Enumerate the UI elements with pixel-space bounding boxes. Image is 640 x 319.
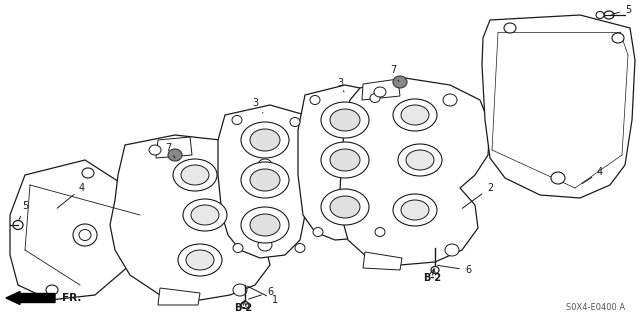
Ellipse shape [232, 115, 242, 124]
Polygon shape [218, 105, 315, 258]
Polygon shape [10, 160, 155, 300]
Ellipse shape [181, 165, 209, 185]
Ellipse shape [374, 87, 386, 97]
Text: 7: 7 [165, 143, 175, 158]
Polygon shape [340, 78, 490, 265]
Ellipse shape [186, 250, 214, 270]
Ellipse shape [82, 168, 94, 178]
Ellipse shape [504, 23, 516, 33]
Ellipse shape [149, 145, 161, 155]
Ellipse shape [321, 142, 369, 178]
Ellipse shape [250, 169, 280, 191]
Text: 2: 2 [462, 183, 493, 208]
Polygon shape [362, 79, 400, 100]
Text: 1: 1 [248, 286, 278, 305]
Ellipse shape [310, 95, 320, 105]
Ellipse shape [250, 214, 280, 236]
Ellipse shape [393, 76, 407, 88]
Text: 6: 6 [438, 265, 471, 275]
Ellipse shape [398, 144, 442, 176]
Ellipse shape [258, 239, 272, 251]
Polygon shape [298, 85, 392, 240]
Text: 7: 7 [390, 65, 399, 82]
Ellipse shape [551, 172, 565, 184]
Polygon shape [158, 288, 200, 305]
Ellipse shape [233, 284, 247, 296]
Text: 4: 4 [582, 167, 603, 183]
Ellipse shape [375, 227, 385, 236]
Polygon shape [363, 252, 402, 270]
Ellipse shape [596, 11, 604, 19]
FancyArrow shape [6, 292, 55, 305]
Text: 4: 4 [57, 183, 85, 208]
Ellipse shape [241, 301, 249, 308]
Ellipse shape [290, 117, 300, 127]
Text: 6: 6 [248, 287, 273, 299]
Text: B-2: B-2 [423, 273, 441, 283]
Ellipse shape [46, 285, 58, 295]
Ellipse shape [295, 243, 305, 253]
Text: 5: 5 [19, 201, 28, 219]
Ellipse shape [330, 149, 360, 171]
Text: FR.: FR. [62, 293, 82, 303]
Ellipse shape [370, 93, 380, 102]
Ellipse shape [168, 149, 182, 161]
Text: 3: 3 [337, 78, 344, 92]
Ellipse shape [241, 122, 289, 158]
Ellipse shape [233, 243, 243, 253]
Text: 3: 3 [252, 98, 263, 113]
Ellipse shape [178, 244, 222, 276]
Polygon shape [156, 137, 192, 158]
Text: B-2: B-2 [234, 303, 252, 313]
Ellipse shape [13, 220, 23, 229]
Ellipse shape [612, 33, 624, 43]
Ellipse shape [401, 105, 429, 125]
Ellipse shape [401, 200, 429, 220]
Ellipse shape [79, 229, 91, 241]
Ellipse shape [330, 196, 360, 218]
Polygon shape [110, 135, 285, 300]
Ellipse shape [313, 227, 323, 236]
Text: S0X4-E0400 A: S0X4-E0400 A [566, 303, 625, 313]
Ellipse shape [173, 159, 217, 191]
Ellipse shape [241, 207, 289, 243]
Ellipse shape [431, 266, 439, 273]
Ellipse shape [183, 199, 227, 231]
Ellipse shape [241, 162, 289, 198]
Ellipse shape [321, 189, 369, 225]
Ellipse shape [330, 109, 360, 131]
Ellipse shape [393, 194, 437, 226]
Ellipse shape [321, 102, 369, 138]
Ellipse shape [250, 129, 280, 151]
Polygon shape [482, 15, 635, 198]
Ellipse shape [445, 244, 459, 256]
Ellipse shape [191, 205, 219, 225]
Ellipse shape [258, 159, 272, 171]
Ellipse shape [604, 11, 614, 19]
Text: 5: 5 [612, 5, 631, 15]
Ellipse shape [406, 150, 434, 170]
Ellipse shape [73, 224, 97, 246]
Ellipse shape [393, 99, 437, 131]
Ellipse shape [443, 94, 457, 106]
